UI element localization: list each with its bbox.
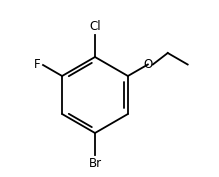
Text: O: O: [143, 58, 152, 71]
Text: F: F: [34, 59, 40, 72]
Text: Cl: Cl: [89, 20, 101, 33]
Text: Br: Br: [88, 157, 102, 170]
